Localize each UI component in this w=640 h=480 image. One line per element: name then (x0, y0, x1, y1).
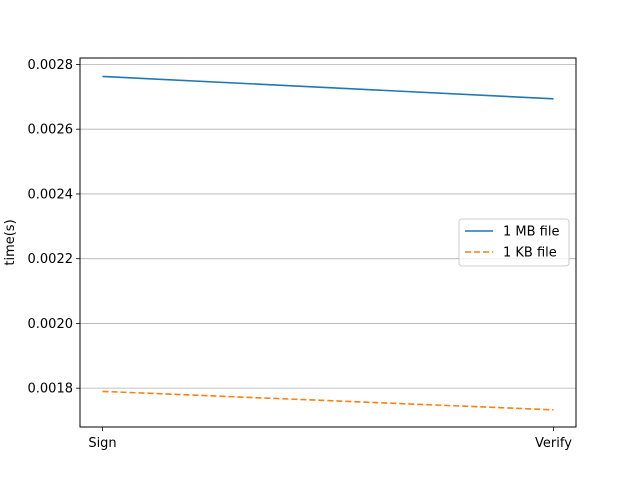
y-tick-label: 0.0022 (28, 252, 74, 267)
y-tick-label: 0.0028 (28, 58, 74, 73)
y-tick-label: 0.0018 (28, 382, 74, 397)
plot-frame (79, 57, 577, 428)
grid (80, 64, 576, 389)
series-line (102, 75, 554, 100)
legend-label: 1 MB file (503, 225, 559, 240)
y-tick-label: 0.0026 (28, 123, 74, 138)
legend-label: 1 KB file (503, 246, 557, 261)
y-axis-label: time(s) (3, 219, 18, 265)
y-tick-label: 0.0020 (28, 317, 74, 332)
y-axis: 0.0018 0.0020 0.0022 0.0024 0.0026 0.0028 (28, 58, 80, 397)
legend: 1 MB file 1 KB file (458, 218, 570, 267)
series-group (102, 75, 554, 411)
x-tick-label: Verify (535, 436, 572, 451)
series-line (102, 390, 554, 411)
x-tick-label: Sign (88, 436, 116, 451)
y-tick-label: 0.0024 (28, 187, 74, 202)
x-axis: Sign Verify (88, 427, 572, 451)
